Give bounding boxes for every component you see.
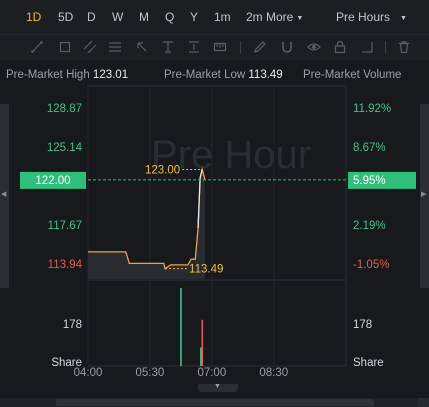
y-right-tick-label: 11.92%	[353, 103, 391, 115]
y-right-tick-label: 2.19%	[353, 220, 386, 232]
price-area	[88, 169, 205, 279]
measure-icon[interactable]	[213, 40, 227, 54]
session-label: Pre Hours	[336, 10, 391, 24]
range-tab-q[interactable]: Q	[165, 10, 175, 24]
toolbar-divider	[240, 41, 241, 54]
plot-area	[87, 85, 347, 367]
text-icon[interactable]	[161, 40, 175, 54]
pre-market-low: Pre-Market Low 113.49	[164, 69, 283, 81]
rectangle-icon[interactable]	[58, 40, 72, 54]
magnet-icon[interactable]	[280, 40, 294, 54]
volume-unit-left: Share	[51, 357, 82, 369]
low-annotation: 113.49	[189, 264, 223, 276]
x-tick-label: 04:00	[74, 367, 103, 379]
volume-unit-right: Share	[353, 357, 384, 369]
low-label: Pre-Market Low	[164, 69, 246, 81]
volume-bar	[200, 347, 202, 366]
price-spike	[197, 169, 203, 228]
pre-market-high: Pre-Market High 123.01	[6, 69, 128, 81]
pre-market-stats: Pre-Market High 123.01 Pre-Market Low 11…	[0, 64, 429, 84]
toolbar-divider	[385, 41, 386, 54]
left-panel-handle[interactable]: ◀	[0, 104, 9, 288]
high-value: 123.01	[92, 69, 129, 81]
y-left-tick-label: 125.14	[47, 142, 83, 154]
timeline-scroll: ▼	[0, 383, 429, 407]
y-left-tick-label: 117.67	[48, 220, 82, 232]
pencil-icon[interactable]	[253, 40, 267, 54]
y-left-tick-label: 113.94	[48, 259, 83, 271]
chart-watermark: Pre Hour	[151, 133, 311, 177]
volume-bar	[180, 287, 182, 366]
scrollbar-end	[418, 398, 429, 407]
range-tab-w[interactable]: W	[112, 10, 124, 24]
chevron-down-icon: ▼	[400, 15, 407, 22]
intraday-chart[interactable]: 04:00 05:30 07:00 08:30 Pre Hour 128.87 125.14…	[0, 84, 429, 384]
x-tick-label: 07:00	[197, 367, 226, 379]
current-pct-value: 5.95%	[353, 175, 386, 187]
session-dropdown[interactable]: Pre Hours ▼	[336, 10, 407, 24]
chevron-down-icon: ▼	[214, 383, 221, 390]
volume-tick-right: 178	[353, 319, 372, 331]
arrow-icon[interactable]	[135, 40, 149, 54]
range-tab-m[interactable]: M	[139, 10, 149, 24]
y-right-tick-label: -1.05%	[353, 259, 389, 271]
trash-icon[interactable]	[397, 40, 411, 54]
drawing-toolbar	[0, 34, 429, 60]
chevron-left-icon: ◀	[1, 191, 7, 198]
high-annotation: 123.00	[145, 164, 180, 176]
current-pct-tag	[348, 171, 416, 189]
current-price-tag	[20, 171, 86, 189]
timeframe-toolbar: 1D 5D D W M Q Y 1m 2m More ▼ Pre Hours ▼	[0, 0, 429, 34]
lock-icon[interactable]	[333, 40, 347, 54]
parallel-channel-icon[interactable]	[83, 40, 97, 54]
measure-icon[interactable]	[360, 40, 374, 54]
trend-line-icon[interactable]	[30, 40, 44, 54]
y-right-tick-label: 8.67%	[353, 142, 386, 154]
chart-canvas[interactable]: 04:00 05:30 07:00 08:30 Pre Hour 128.87 125.14…	[0, 84, 429, 384]
timeline-toggle[interactable]: ▼	[198, 383, 238, 392]
more-intervals-label: 2m More	[246, 10, 294, 24]
current-price-value: 122.00	[35, 175, 70, 187]
chevron-down-icon: ▼	[296, 15, 304, 22]
range-tab-5d[interactable]: 5D	[58, 10, 74, 24]
chevron-right-icon: ▶	[421, 191, 427, 198]
more-intervals-dropdown[interactable]: 2m More ▼	[246, 10, 303, 24]
fibonacci-icon[interactable]	[108, 40, 122, 54]
volume-label: Pre-Market Volume	[303, 69, 402, 81]
volume-bar	[201, 319, 204, 366]
volume-tick-left: 178	[63, 319, 82, 331]
x-tick-label: 08:30	[259, 367, 288, 379]
eye-icon[interactable]	[307, 40, 321, 54]
range-tab-1d[interactable]: 1D	[26, 10, 42, 24]
right-panel-handle[interactable]: ▶	[420, 104, 429, 288]
price-range-icon[interactable]	[187, 40, 201, 54]
scrollbar-thumb[interactable]	[56, 399, 374, 406]
high-label: Pre-Market High	[6, 69, 90, 81]
low-value: 113.49	[248, 69, 283, 81]
y-left-tick-label: 128.87	[47, 103, 82, 115]
range-tab-1m[interactable]: 1m	[214, 10, 231, 24]
range-tab-d[interactable]: D	[87, 10, 96, 24]
x-tick-label: 05:30	[136, 367, 165, 379]
range-tab-y[interactable]: Y	[190, 10, 199, 24]
